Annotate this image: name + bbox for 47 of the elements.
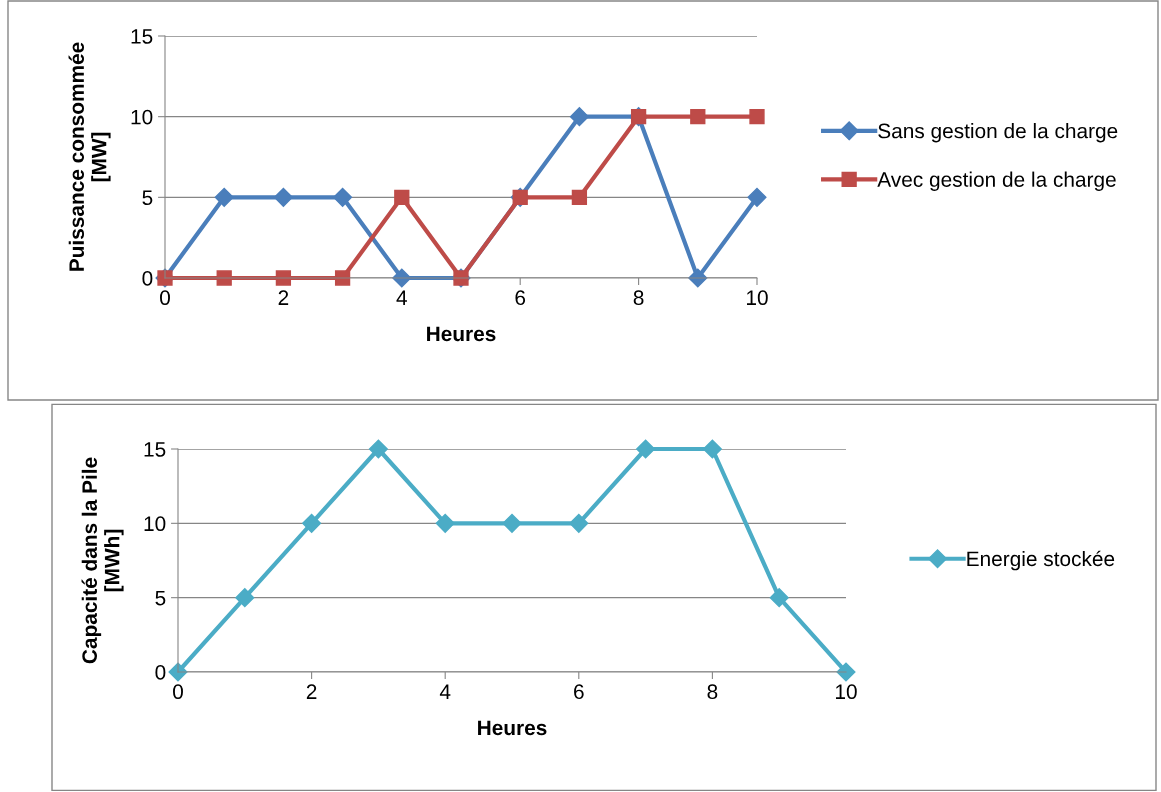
point [749, 109, 765, 125]
x-tick-label: 6 [574, 684, 584, 700]
y-tick-label: 15 [144, 442, 166, 457]
point [569, 513, 589, 533]
point [702, 439, 722, 459]
x-tick-label: 10 [836, 684, 857, 700]
y-tick-label: 5 [155, 590, 166, 606]
y-tick-label: 15 [131, 29, 153, 44]
point [394, 189, 410, 205]
x-axis-title: Heures [478, 720, 547, 736]
point [690, 109, 706, 125]
point [275, 270, 292, 286]
point [333, 187, 353, 207]
x-tick-label: 8 [633, 290, 644, 306]
point [569, 107, 589, 127]
x-tick-label: 2 [306, 684, 317, 699]
legend-label: Energie stockée [967, 550, 1115, 571]
legend-label: Avec gestion de la charge [877, 171, 1116, 191]
x-tick-label: 2 [278, 290, 289, 305]
point [747, 187, 767, 207]
point [334, 270, 351, 286]
x-tick-label: 4 [439, 684, 451, 699]
point [769, 588, 789, 608]
x-axis-title: Heures [427, 326, 496, 342]
legend-label: Sans gestion de la charge [878, 123, 1118, 143]
point [216, 270, 232, 286]
x-tick-label: 6 [515, 290, 526, 306]
point [273, 187, 293, 207]
x-tick-label: 0 [173, 684, 183, 700]
y-tick-label: 0 [155, 665, 166, 680]
point [214, 187, 234, 207]
point [502, 513, 522, 533]
x-tick-label: 10 [747, 290, 768, 306]
x-tick-label: 4 [396, 290, 407, 305]
y-axis-title: Capacité dans la Pile [MWh] [81, 457, 124, 664]
y-tick-label: 5 [142, 190, 153, 206]
y-tick-label: 10 [131, 109, 153, 125]
point [368, 439, 388, 459]
point [571, 189, 588, 205]
y-axis-title: Puissance consommée [MW] [68, 42, 111, 271]
x-tick-label: 8 [707, 684, 718, 700]
point [636, 439, 656, 459]
point [302, 513, 322, 533]
point [435, 513, 455, 533]
y-tick-label: 10 [144, 516, 166, 532]
y-tick-label: 0 [142, 271, 153, 286]
point [235, 588, 255, 608]
